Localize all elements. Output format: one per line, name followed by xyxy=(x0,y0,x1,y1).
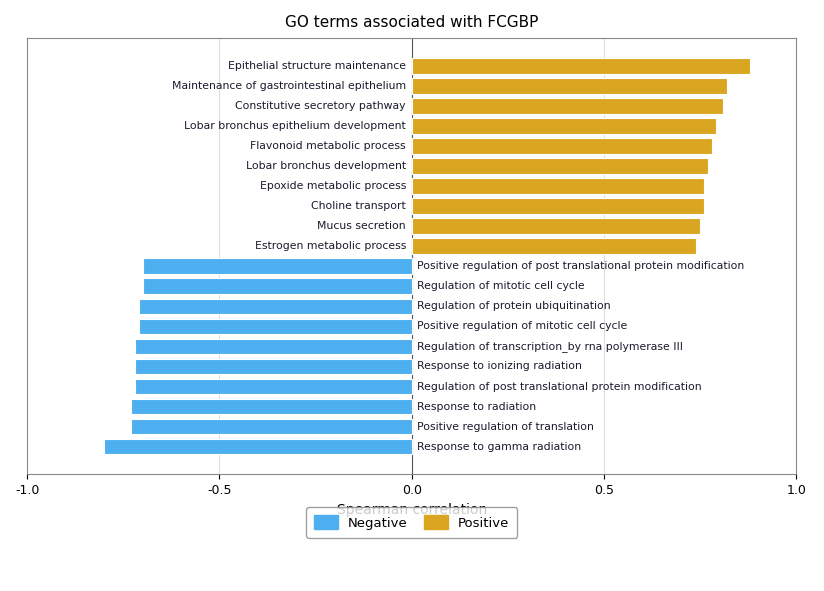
Text: Flavonoid metabolic process: Flavonoid metabolic process xyxy=(250,141,406,151)
Bar xyxy=(412,158,708,174)
Bar xyxy=(143,278,412,294)
Text: Regulation of protein ubiquitination: Regulation of protein ubiquitination xyxy=(418,301,611,311)
Bar xyxy=(135,379,412,394)
Bar xyxy=(412,138,712,154)
Text: Regulation of mitotic cell cycle: Regulation of mitotic cell cycle xyxy=(418,281,585,291)
Text: Response to gamma radiation: Response to gamma radiation xyxy=(418,441,582,452)
Bar xyxy=(412,238,696,254)
Text: Choline transport: Choline transport xyxy=(311,201,406,211)
Text: Response to radiation: Response to radiation xyxy=(418,401,536,411)
Bar xyxy=(143,258,412,274)
Bar xyxy=(412,78,727,93)
Bar xyxy=(138,298,412,314)
Bar xyxy=(135,359,412,374)
Bar xyxy=(135,339,412,354)
Bar xyxy=(412,198,704,214)
Text: Mucus secretion: Mucus secretion xyxy=(317,221,406,231)
Text: Positive regulation of post translational protein modification: Positive regulation of post translationa… xyxy=(418,261,745,271)
Text: Response to ionizing radiation: Response to ionizing radiation xyxy=(418,362,583,372)
Text: Lobar bronchus epithelium development: Lobar bronchus epithelium development xyxy=(185,121,406,131)
Bar xyxy=(138,319,412,334)
Bar xyxy=(412,98,723,113)
Text: Constitutive secretory pathway: Constitutive secretory pathway xyxy=(236,101,406,111)
Text: Regulation of transcription_by rna polymerase III: Regulation of transcription_by rna polym… xyxy=(418,341,683,352)
Bar xyxy=(104,439,412,454)
Text: Maintenance of gastrointestinal epithelium: Maintenance of gastrointestinal epitheli… xyxy=(172,81,406,91)
Text: Positive regulation of mitotic cell cycle: Positive regulation of mitotic cell cycl… xyxy=(418,322,628,332)
Title: GO terms associated with FCGBP: GO terms associated with FCGBP xyxy=(285,15,538,30)
Text: Epoxide metabolic process: Epoxide metabolic process xyxy=(260,181,406,191)
Bar xyxy=(412,218,700,234)
Text: Lobar bronchus development: Lobar bronchus development xyxy=(246,161,406,171)
Text: Estrogen metabolic process: Estrogen metabolic process xyxy=(255,241,406,251)
Bar xyxy=(131,399,412,414)
Text: Regulation of post translational protein modification: Regulation of post translational protein… xyxy=(418,382,702,391)
Bar xyxy=(412,178,704,194)
Bar xyxy=(412,58,750,73)
Bar xyxy=(412,118,715,134)
X-axis label: Spearman correlation: Spearman correlation xyxy=(336,502,487,517)
Legend: Negative, Positive: Negative, Positive xyxy=(306,508,517,538)
Text: Positive regulation of translation: Positive regulation of translation xyxy=(418,421,594,431)
Bar xyxy=(131,419,412,434)
Text: Epithelial structure maintenance: Epithelial structure maintenance xyxy=(228,61,406,71)
